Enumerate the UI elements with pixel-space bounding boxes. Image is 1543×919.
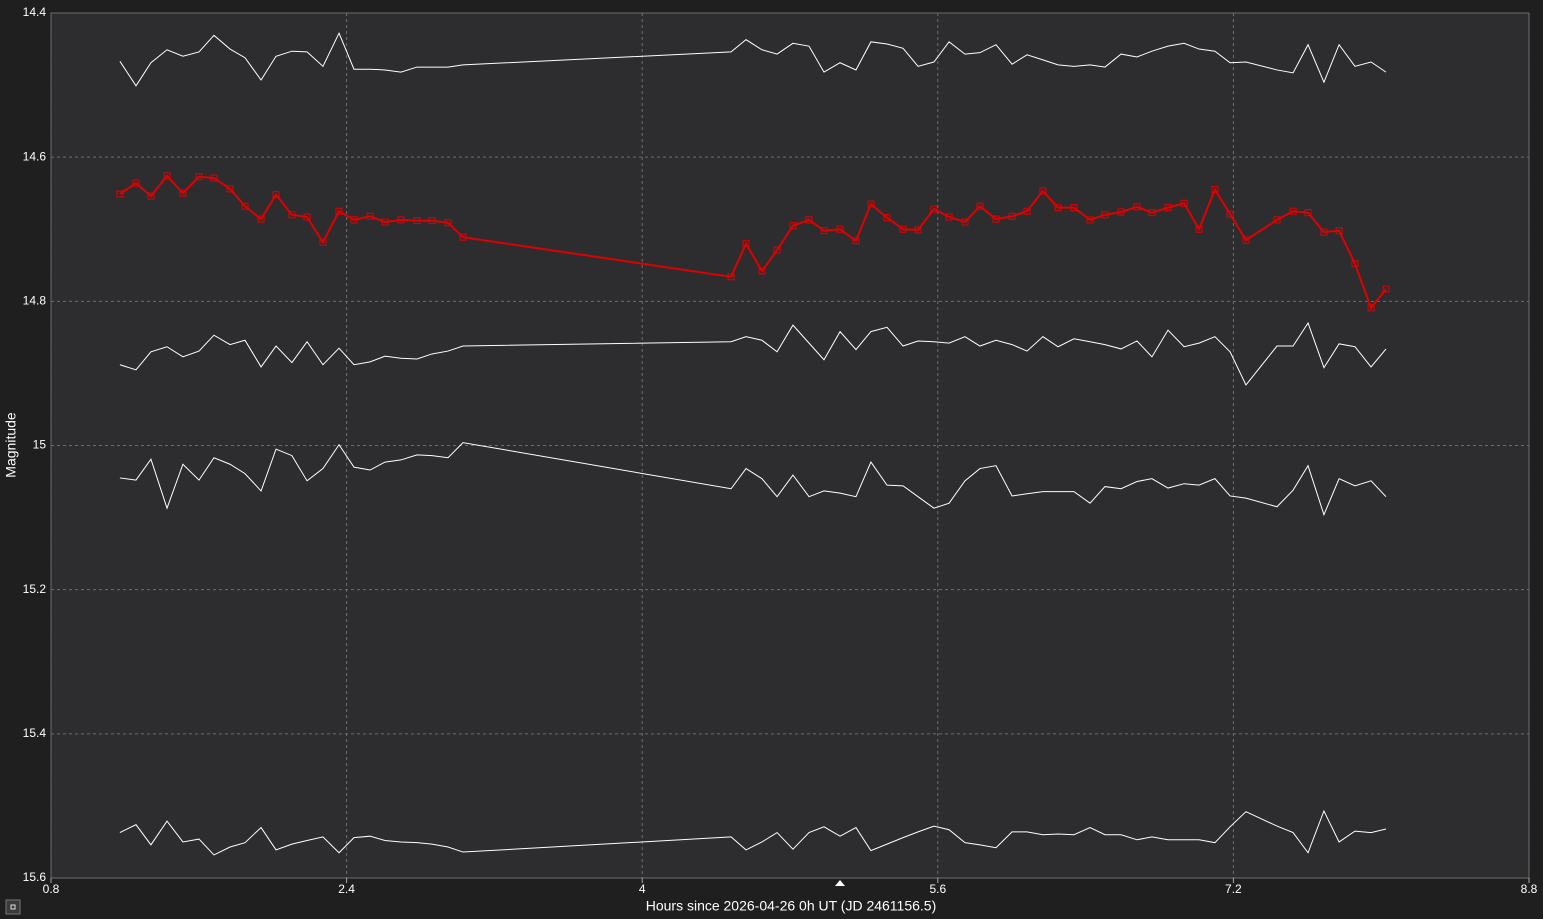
data-point: [444, 219, 452, 227]
data-point: [1211, 186, 1219, 194]
data-point: [1273, 216, 1281, 224]
data-point: [1289, 207, 1297, 215]
data-point: [1335, 227, 1343, 235]
data-point: [1351, 260, 1359, 268]
data-point: [1054, 204, 1062, 212]
data-point: [303, 213, 311, 221]
y-tick-label: 15.2: [23, 582, 47, 596]
data-point: [1070, 204, 1078, 212]
data-point: [1180, 199, 1188, 207]
data-point: [226, 185, 234, 193]
x-tick-label: 5.6: [929, 882, 946, 896]
data-point: [397, 216, 405, 224]
data-point: [1195, 225, 1203, 233]
data-point: [727, 273, 735, 281]
data-point: [1086, 216, 1094, 224]
data-point: [459, 233, 467, 241]
y-tick-label: 15: [33, 438, 47, 452]
data-point: [961, 218, 969, 226]
data-point: [930, 205, 938, 213]
series-line: [119, 174, 1387, 310]
data-point: [789, 222, 797, 230]
data-point: [1039, 187, 1047, 195]
data-point: [428, 217, 436, 225]
data-point: [914, 226, 922, 234]
data-point: [116, 190, 124, 198]
data-point: [381, 218, 389, 226]
x-tick-label: 4: [639, 882, 646, 896]
x-tick-label: 8.8: [1521, 882, 1538, 896]
data-point: [1164, 204, 1172, 212]
data-point: [350, 216, 358, 224]
data-point: [366, 212, 374, 220]
y-tick-label: 14.6: [23, 149, 47, 163]
data-point: [179, 189, 187, 197]
x-tick-label: 7.2: [1225, 882, 1242, 896]
y-tick-label: 14.4: [23, 5, 47, 19]
data-point: [1320, 228, 1328, 236]
data-point: [163, 172, 171, 180]
series-line: [119, 809, 1387, 856]
data-point: [1023, 207, 1031, 215]
data-point: [1148, 209, 1156, 217]
series-line: [119, 31, 1387, 87]
series-line: [119, 321, 1387, 386]
data-point: [335, 207, 343, 215]
corner-button-icon: [10, 904, 16, 910]
data-point: [257, 215, 265, 223]
data-point: [852, 237, 860, 245]
data-point: [836, 225, 844, 233]
data-point: [742, 240, 750, 248]
cursor-marker: [835, 880, 845, 886]
data-point: [773, 246, 781, 254]
y-axis-title: Magnitude: [3, 412, 19, 478]
data-point: [1382, 285, 1390, 293]
data-point: [1367, 304, 1375, 312]
corner-button[interactable]: [5, 899, 21, 915]
x-axis-title: Hours since 2026-04-26 0h UT (JD 2461156…: [646, 898, 937, 914]
data-point: [883, 214, 891, 222]
y-tick-label: 15.6: [23, 870, 47, 884]
data-point: [867, 200, 875, 208]
data-point: [805, 216, 813, 224]
data-point: [132, 179, 140, 187]
data-point: [1117, 208, 1125, 216]
data-point: [195, 173, 203, 181]
data-point: [945, 213, 953, 221]
data-point: [820, 227, 828, 235]
data-point: [1133, 203, 1141, 211]
x-tick-label: 0.8: [43, 882, 60, 896]
data-point: [413, 217, 421, 225]
x-tick-label: 2.4: [338, 882, 355, 896]
data-point: [288, 211, 296, 219]
data-point: [210, 174, 218, 182]
data-point: [241, 202, 249, 210]
data-point: [992, 215, 1000, 223]
data-point: [319, 238, 327, 246]
data-point: [1008, 212, 1016, 220]
y-tick-label: 14.8: [23, 294, 47, 308]
data-point: [147, 192, 155, 200]
data-point: [1304, 209, 1312, 217]
data-point: [976, 202, 984, 210]
data-point: [1226, 210, 1234, 218]
y-tick-label: 15.4: [23, 726, 47, 740]
data-point: [758, 267, 766, 275]
data-point: [899, 225, 907, 233]
data-point: [272, 191, 280, 199]
series-line: [119, 442, 1387, 517]
data-point: [1242, 236, 1250, 244]
data-point: [1101, 211, 1109, 219]
